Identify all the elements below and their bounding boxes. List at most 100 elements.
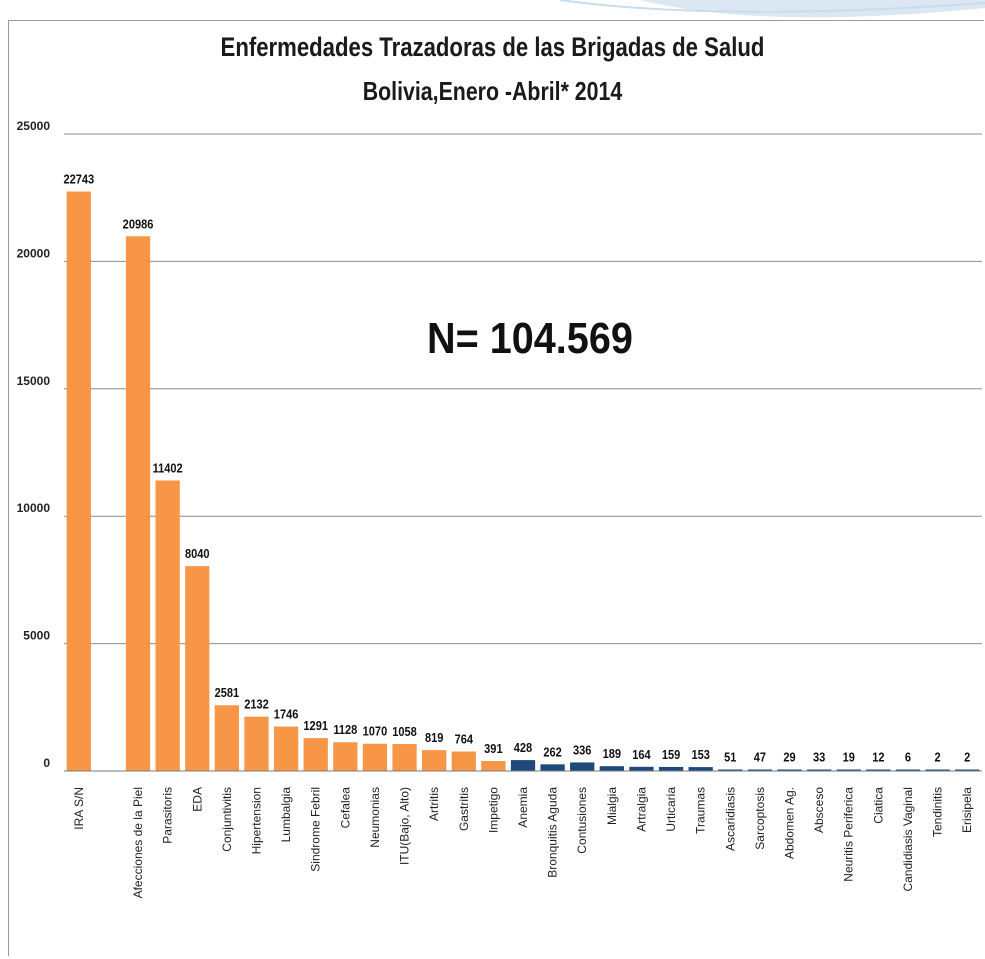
chart-frame xyxy=(8,20,984,956)
y-tick-label: 25000 xyxy=(17,119,51,133)
bar xyxy=(570,762,595,771)
header-decoration xyxy=(559,0,985,18)
x-tick-label: IRA S/N xyxy=(72,787,86,830)
x-tick-label: Ciatica xyxy=(871,787,885,824)
x-tick-label: Impetigo xyxy=(486,787,500,833)
data-label: 2 xyxy=(964,750,970,765)
x-tick-label: Contusiones xyxy=(575,787,589,854)
bar xyxy=(481,761,506,771)
x-tick-label: Artralgia xyxy=(634,787,648,832)
bar xyxy=(185,566,210,771)
x-tick-label: Abdomen Ag. xyxy=(783,787,797,859)
data-label: 336 xyxy=(573,743,592,758)
x-tick-label: EDA xyxy=(190,787,204,812)
data-label: 819 xyxy=(425,730,444,745)
data-label: 1291 xyxy=(303,718,328,733)
data-label: 6 xyxy=(905,750,911,765)
data-label: 2581 xyxy=(215,685,240,700)
y-tick-label: 5000 xyxy=(23,629,50,643)
x-tick-label: Candidiasis Vaginal xyxy=(901,787,915,892)
data-label: 47 xyxy=(754,750,767,765)
y-tick-label: 0 xyxy=(43,756,50,770)
data-label: 1128 xyxy=(333,722,357,737)
bar xyxy=(599,766,624,771)
x-tick-label: Lumbalgia xyxy=(279,787,293,843)
data-label: 391 xyxy=(484,741,503,756)
bar xyxy=(629,766,654,771)
bar xyxy=(925,769,950,771)
bar xyxy=(540,764,565,771)
bar xyxy=(836,769,861,771)
x-tick-label: Traumas xyxy=(694,787,708,834)
bar xyxy=(244,716,269,771)
data-label: 2132 xyxy=(244,697,269,712)
x-tick-label: Sarcoptosis xyxy=(753,787,767,850)
bar xyxy=(718,769,743,771)
data-label: 164 xyxy=(632,747,651,762)
chart-title: Enfermedades Trazadoras de las Brigadas … xyxy=(220,32,765,62)
bar xyxy=(658,766,684,771)
x-tick-label: ITU(Bajo, Alto) xyxy=(398,787,412,865)
x-tick-label: Afecciones de la Piel xyxy=(131,787,145,898)
data-label: 20986 xyxy=(123,216,154,231)
data-label: 33 xyxy=(813,750,826,765)
bar xyxy=(510,760,536,771)
data-label: 1058 xyxy=(392,724,417,739)
data-label: 1070 xyxy=(363,724,388,739)
bar xyxy=(333,742,358,771)
bar xyxy=(955,769,980,771)
data-label: 22743 xyxy=(63,172,94,187)
data-label: 2 xyxy=(935,750,941,765)
bar xyxy=(125,236,151,771)
bar xyxy=(777,769,802,771)
bar xyxy=(362,743,388,771)
x-tick-label: Neuritis Periferica xyxy=(842,787,856,882)
data-label: 159 xyxy=(662,747,681,762)
data-label: 153 xyxy=(691,747,710,762)
y-tick-label: 15000 xyxy=(17,374,51,388)
x-tick-label: Urticaria xyxy=(664,787,678,832)
data-label: 428 xyxy=(514,740,533,755)
x-tick-label: Cefalea xyxy=(338,787,352,829)
bar xyxy=(895,769,921,771)
data-label: 19 xyxy=(843,750,856,765)
data-label: 29 xyxy=(783,750,796,765)
data-label: 262 xyxy=(543,744,562,759)
bar xyxy=(866,769,891,771)
x-tick-label: Gastritis xyxy=(457,787,471,831)
data-label: 189 xyxy=(603,746,622,761)
x-tick-label: Bronquitis Aguda xyxy=(546,787,560,878)
data-label: 12 xyxy=(872,750,885,765)
bar xyxy=(392,744,417,771)
y-tick-label: 20000 xyxy=(17,246,51,260)
x-tick-label: Parasitoris xyxy=(161,787,175,844)
bar xyxy=(688,767,713,771)
x-tick-label: Neumonias xyxy=(368,787,382,848)
x-tick-label: Tendinitis xyxy=(931,787,945,837)
x-tick-label: Artritis xyxy=(427,787,441,821)
bar xyxy=(451,751,476,771)
y-tick-label: 10000 xyxy=(17,501,51,515)
x-tick-label: Hipertension xyxy=(249,787,263,854)
data-label: 51 xyxy=(724,750,737,765)
x-tick-label: Absceso xyxy=(812,787,826,833)
bar xyxy=(273,726,299,771)
chart-subtitle: Bolivia,Enero -Abril* 2014 xyxy=(362,76,623,106)
bar xyxy=(155,480,180,771)
bar xyxy=(422,750,447,771)
data-label: 11402 xyxy=(153,461,183,476)
bar xyxy=(303,738,328,771)
x-tick-label: Conjuntivitis xyxy=(220,787,234,852)
bar xyxy=(66,191,91,771)
data-label: 1746 xyxy=(274,707,299,722)
data-label: 8040 xyxy=(185,546,210,561)
x-tick-label: Ascaridiasis xyxy=(723,787,737,851)
bar xyxy=(747,769,773,771)
bar xyxy=(214,705,240,771)
bar xyxy=(806,769,832,771)
x-tick-label: Mialgia xyxy=(605,787,619,825)
total-annotation: N= 104.569 xyxy=(427,314,633,363)
data-label: 764 xyxy=(455,732,474,747)
x-tick-label: Anemia xyxy=(516,787,530,828)
